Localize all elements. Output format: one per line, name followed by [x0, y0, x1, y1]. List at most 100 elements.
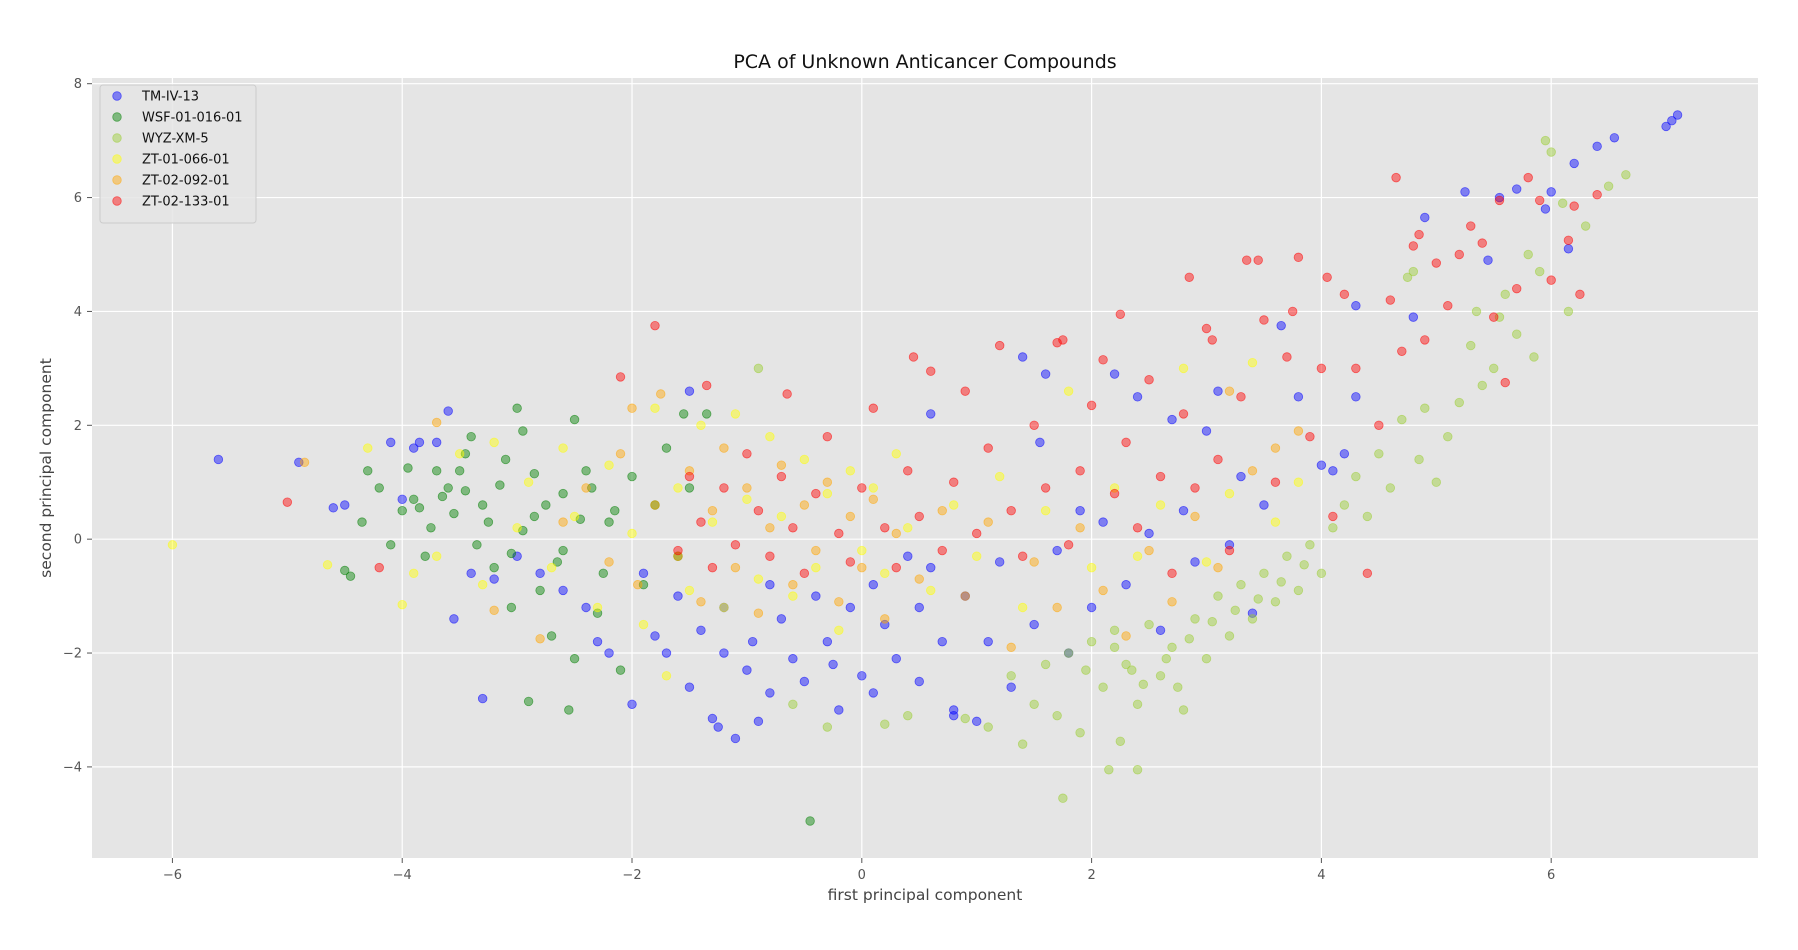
data-point	[1385, 295, 1396, 305]
data-point	[1040, 659, 1051, 670]
data-point	[1052, 338, 1062, 348]
data-point	[1075, 728, 1085, 738]
data-point	[799, 568, 810, 579]
data-point	[615, 665, 626, 675]
data-point	[604, 648, 614, 658]
data-point	[1121, 437, 1131, 448]
data-point	[1167, 568, 1177, 579]
data-point	[908, 352, 919, 362]
data-point	[1563, 306, 1574, 317]
data-point	[340, 500, 350, 510]
y-tick-label: 2	[74, 419, 82, 434]
data-point	[891, 528, 901, 539]
data-point	[1052, 602, 1062, 613]
data-point	[1086, 562, 1097, 573]
data-point	[1098, 517, 1108, 527]
data-point	[1017, 352, 1028, 362]
data-point	[1270, 597, 1281, 607]
data-point	[443, 483, 453, 493]
data-point	[1592, 141, 1602, 152]
data-point	[437, 491, 448, 502]
data-point	[1201, 654, 1212, 664]
data-point	[1408, 241, 1419, 251]
data-point	[960, 591, 970, 601]
data-point	[1017, 602, 1028, 613]
data-point	[535, 585, 545, 596]
data-point	[926, 366, 936, 376]
data-point	[747, 636, 758, 647]
data-point	[1316, 460, 1327, 470]
data-point	[707, 562, 718, 573]
data-point	[1121, 631, 1131, 641]
data-point	[564, 705, 574, 715]
data-point	[477, 580, 488, 590]
data-point	[730, 733, 741, 744]
data-point	[558, 545, 568, 556]
data-point	[1443, 301, 1453, 311]
data-point	[1155, 671, 1166, 681]
data-point	[1276, 577, 1286, 587]
data-point	[1155, 471, 1166, 482]
data-point	[834, 705, 844, 715]
data-point	[1420, 403, 1430, 413]
data-point	[1201, 323, 1212, 334]
data-point	[506, 548, 517, 559]
data-point	[707, 713, 718, 724]
data-point	[1230, 605, 1240, 616]
data-point	[466, 431, 476, 442]
data-point	[431, 437, 442, 448]
data-point	[1201, 557, 1212, 567]
legend-frame	[99, 84, 257, 224]
data-point	[1391, 172, 1401, 183]
data-point	[1040, 369, 1051, 379]
legend-marker	[112, 175, 122, 185]
data-point	[1466, 221, 1476, 231]
data-point	[167, 540, 178, 550]
y-tick-label: −2	[63, 647, 82, 662]
data-point	[1167, 414, 1177, 425]
data-point	[903, 466, 913, 476]
data-point	[1035, 437, 1045, 448]
data-point	[673, 591, 683, 601]
legend-label: TM-IV-13	[141, 90, 199, 105]
data-point	[1190, 483, 1200, 493]
data-point	[811, 545, 821, 556]
data-point	[1086, 400, 1097, 411]
data-point	[1029, 420, 1039, 430]
data-point	[1155, 500, 1166, 510]
data-point	[776, 460, 787, 470]
data-point	[1081, 665, 1091, 675]
series-0	[213, 110, 1683, 744]
data-point	[701, 380, 712, 391]
data-point	[1213, 562, 1223, 573]
data-point	[1563, 244, 1574, 254]
data-point	[1512, 329, 1522, 339]
data-point	[495, 480, 505, 490]
data-point	[1305, 540, 1315, 550]
data-point	[345, 571, 356, 581]
data-point	[454, 466, 465, 476]
data-point	[891, 449, 901, 459]
legend-label: ZT-02-133-01	[142, 195, 230, 210]
data-point	[753, 608, 764, 618]
data-point	[926, 585, 936, 596]
data-point	[489, 437, 499, 448]
data-point	[1247, 466, 1258, 476]
data-point	[1351, 471, 1361, 482]
x-tick-label: 0	[858, 868, 866, 883]
data-point	[650, 631, 660, 641]
data-point	[834, 597, 844, 607]
data-point	[1494, 192, 1505, 203]
data-point	[1086, 602, 1097, 613]
data-point	[1408, 266, 1419, 277]
data-point	[673, 483, 683, 493]
data-point	[1224, 631, 1235, 641]
data-point	[903, 710, 913, 721]
data-point	[661, 648, 672, 658]
data-point	[638, 619, 649, 630]
data-point	[426, 523, 436, 533]
data-point	[1523, 172, 1533, 183]
data-point	[1109, 642, 1120, 653]
data-point	[397, 494, 407, 505]
data-point	[960, 713, 970, 724]
